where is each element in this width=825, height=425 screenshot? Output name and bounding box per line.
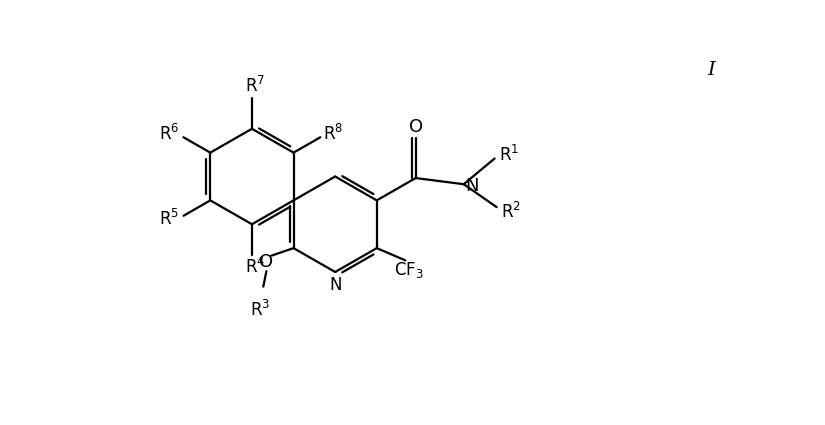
Text: R$^4$: R$^4$ (245, 257, 265, 277)
Text: R$^8$: R$^8$ (323, 124, 343, 144)
Text: I: I (708, 61, 715, 79)
Text: R$^7$: R$^7$ (245, 76, 265, 96)
Text: N: N (465, 177, 478, 195)
Text: O: O (408, 118, 422, 136)
Text: R$^1$: R$^1$ (498, 145, 519, 165)
Text: CF$_3$: CF$_3$ (394, 260, 424, 280)
Text: R$^6$: R$^6$ (159, 124, 180, 144)
Text: R$^3$: R$^3$ (250, 300, 271, 320)
Text: R$^2$: R$^2$ (501, 202, 521, 222)
Text: N: N (329, 276, 342, 294)
Text: R$^5$: R$^5$ (159, 209, 180, 229)
Text: O: O (259, 253, 273, 271)
